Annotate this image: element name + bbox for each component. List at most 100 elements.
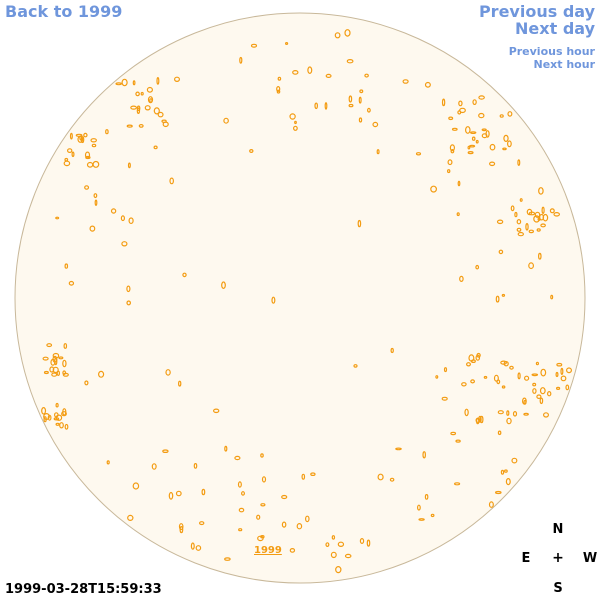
field-contour	[450, 431, 457, 436]
field-contour	[537, 217, 541, 221]
field-contour	[451, 127, 458, 131]
field-contour	[330, 551, 337, 559]
field-contour	[83, 132, 88, 138]
field-contour	[376, 149, 380, 155]
field-contour	[289, 548, 296, 553]
compass-east: E	[521, 551, 531, 566]
field-contour	[506, 410, 510, 416]
field-contour	[498, 249, 504, 255]
next-hour-link[interactable]: Next hour	[533, 58, 596, 71]
field-contour	[479, 415, 484, 424]
field-contour	[105, 129, 109, 135]
field-contour	[289, 113, 296, 120]
field-contour	[560, 375, 567, 382]
field-contour	[84, 380, 89, 386]
field-contour	[496, 379, 501, 385]
field-contour	[260, 453, 264, 458]
field-contour	[459, 107, 466, 114]
field-contour	[337, 541, 345, 548]
field-contour	[560, 367, 564, 375]
field-contour	[281, 521, 287, 528]
field-contour	[146, 86, 153, 93]
field-contour	[357, 219, 362, 228]
field-contour	[501, 293, 506, 297]
field-contour	[177, 380, 182, 387]
field-contour	[526, 208, 533, 216]
field-contour	[62, 359, 67, 368]
back-to-year-link[interactable]: Back to 1999	[5, 2, 123, 21]
field-contour	[250, 43, 258, 48]
field-contour	[472, 99, 477, 105]
field-contour	[501, 385, 506, 389]
field-contour	[540, 368, 547, 377]
next-day-link[interactable]: Next day	[515, 19, 595, 38]
field-contour	[331, 535, 336, 540]
field-contour	[534, 211, 541, 218]
previous-hour-link[interactable]: Previous hour	[508, 45, 595, 58]
field-contour	[424, 81, 431, 88]
field-contour	[136, 105, 141, 112]
field-contour	[504, 469, 508, 473]
field-contour	[475, 139, 479, 144]
field-contour	[565, 367, 572, 374]
field-contour	[471, 136, 476, 141]
field-contour	[94, 199, 98, 206]
observation-timestamp: 1999-03-28T15:59:33	[5, 582, 162, 597]
field-contour	[542, 213, 549, 222]
field-contour	[358, 96, 362, 104]
field-contour	[485, 130, 490, 138]
field-contour	[417, 504, 421, 511]
field-contour	[377, 473, 384, 481]
region-label[interactable]: 1999	[254, 545, 282, 556]
field-contour	[450, 148, 455, 154]
field-contour	[47, 414, 52, 421]
field-contour	[464, 408, 469, 417]
field-contour	[466, 362, 472, 367]
field-contour	[481, 128, 487, 132]
field-contour	[335, 565, 342, 574]
field-contour	[157, 111, 164, 118]
field-contour	[441, 98, 446, 107]
field-contour	[467, 151, 474, 155]
field-contour	[234, 455, 241, 461]
field-contour	[92, 160, 100, 168]
field-contour	[135, 91, 140, 97]
field-contour	[499, 114, 504, 118]
previous-day-link[interactable]: Previous day	[478, 2, 595, 21]
field-contour	[168, 491, 174, 500]
field-contour	[69, 132, 73, 140]
field-contour	[249, 149, 254, 154]
field-contour	[507, 111, 513, 117]
field-contour	[516, 227, 522, 232]
field-contour	[435, 375, 439, 379]
field-contour	[500, 360, 508, 365]
field-contour	[127, 514, 134, 522]
field-contour	[456, 212, 460, 217]
field-contour	[565, 384, 570, 391]
field-contour	[126, 124, 133, 128]
field-contour	[61, 411, 67, 417]
field-contour	[496, 219, 504, 225]
field-contour	[532, 382, 537, 387]
compass-north: N	[552, 522, 564, 537]
field-contour	[525, 223, 529, 231]
field-contour	[536, 228, 541, 232]
field-contour	[140, 91, 144, 96]
field-contour	[296, 523, 303, 530]
field-contour	[430, 185, 438, 193]
field-contour	[514, 211, 518, 218]
field-contour	[162, 449, 169, 454]
field-contour	[367, 107, 371, 113]
field-contour	[174, 76, 181, 83]
field-contour	[77, 135, 84, 143]
field-contour	[481, 133, 488, 139]
field-contour	[51, 372, 58, 377]
field-contour	[528, 229, 535, 234]
field-contour	[93, 193, 98, 199]
field-contour	[364, 73, 369, 78]
field-contour	[506, 417, 512, 425]
field-contour	[325, 542, 330, 547]
field-contour	[293, 125, 298, 131]
field-contour	[447, 169, 451, 174]
field-contour	[281, 494, 288, 500]
